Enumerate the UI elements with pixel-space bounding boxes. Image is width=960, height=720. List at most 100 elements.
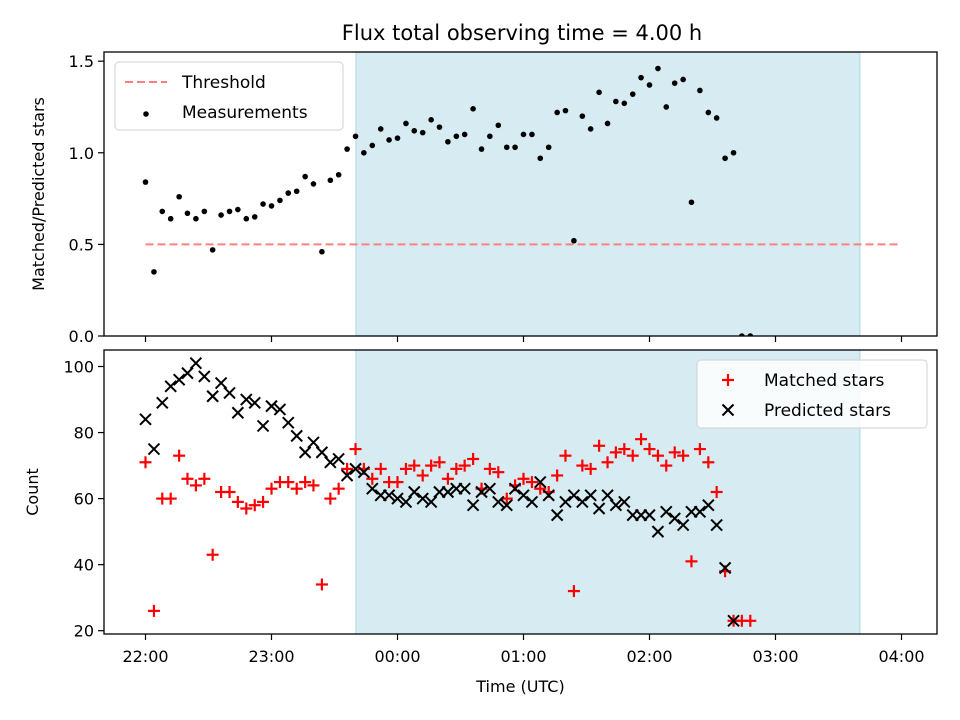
x-axis-label: Time (UTC) <box>475 677 564 696</box>
legend-box <box>696 359 928 429</box>
predicted-point-b <box>643 508 656 522</box>
measurement-point-69 <box>722 155 728 162</box>
predicted-point-69 <box>718 561 732 575</box>
matched-point-1 <box>147 604 160 617</box>
matched-point-42 <box>492 466 505 479</box>
predicted-point-33 <box>416 492 429 505</box>
measurement-point-12 <box>243 215 250 222</box>
axes-frame <box>103 349 938 635</box>
measurement-point-6 <box>193 215 199 222</box>
measurement-point-9 <box>218 212 224 218</box>
predicted-point-b <box>408 485 421 499</box>
predicted-point-b <box>340 469 354 482</box>
predicted-point-43 <box>500 499 513 512</box>
matched-point-61 <box>651 449 664 462</box>
matched-point-49 <box>551 469 564 482</box>
predicted-point-b <box>492 495 505 509</box>
predicted-point-8 <box>206 390 219 403</box>
predicted-point-b <box>256 419 270 433</box>
matched-point-31 <box>399 462 412 475</box>
legend-measurement-swatch <box>143 111 149 117</box>
predicted-point-9 <box>214 376 228 390</box>
measurement-point-16 <box>277 197 283 204</box>
predicted-point-b <box>357 465 371 479</box>
measurement-point-33 <box>419 129 426 136</box>
matched-point-20 <box>307 479 320 492</box>
matched-point-51 <box>567 585 580 598</box>
predicted-point-b <box>324 456 337 469</box>
predicted-point-b <box>584 489 597 502</box>
predicted-point-3 <box>164 380 177 393</box>
matched-point-4 <box>173 449 186 462</box>
predicted-point-27 <box>366 482 379 495</box>
predicted-point-b <box>231 406 245 419</box>
chart-title: Flux total observing time = 4.00 h <box>342 21 702 45</box>
predicted-point-b <box>273 403 287 416</box>
matched-point-60 <box>643 443 656 456</box>
matched-point-17 <box>282 476 295 489</box>
predicted-point-b <box>332 452 345 466</box>
matched-point-33 <box>416 469 429 482</box>
predicted-point-b <box>475 485 488 499</box>
measurement-point-47 <box>537 155 544 162</box>
measurement-point-5 <box>184 210 191 217</box>
predicted-point-b <box>307 436 320 449</box>
measurement-point-52 <box>579 113 586 119</box>
matched-point-18 <box>290 482 303 495</box>
matched-point-23 <box>332 482 345 495</box>
predicted-point-4 <box>172 373 186 386</box>
predicted-point-b <box>223 386 236 400</box>
predicted-point-68 <box>710 518 723 532</box>
matched-point-41 <box>483 462 496 475</box>
measurement-point-17 <box>285 190 292 196</box>
matched-point-11 <box>231 495 244 508</box>
measurement-point-61 <box>655 65 661 72</box>
y-axis-label: Count <box>23 468 42 516</box>
measurement-point-66 <box>697 87 703 94</box>
predicted-point-49 <box>550 508 564 522</box>
matched-point-62 <box>660 459 673 472</box>
y-tick-label-4: 100 <box>63 358 94 377</box>
measurement-point-21 <box>319 248 325 255</box>
y-tick-label-2: 1.0 <box>69 144 94 163</box>
predicted-point-70 <box>727 614 740 627</box>
measurement-point-3 <box>167 215 174 222</box>
predicted-point-24 <box>340 469 354 482</box>
measurement-point-23 <box>335 171 342 178</box>
plot-area <box>139 357 757 627</box>
observing-window-span <box>355 51 861 337</box>
predicted-point-b <box>391 492 404 505</box>
matched-point-3 <box>164 492 177 505</box>
measurement-point-34 <box>428 116 434 123</box>
predicted-point-26 <box>357 465 371 479</box>
measurement-point-54 <box>596 89 602 96</box>
y-tick-label-1: 40 <box>74 556 94 575</box>
count-panel: 20 40 60 80 100 22:00 23:00 00:00 01:00 02:00 03:0… <box>23 349 938 696</box>
predicted-point-b <box>550 508 564 522</box>
predicted-point-b <box>172 373 186 386</box>
predicted-point-36 <box>441 485 455 499</box>
y-tick-label-3: 1.5 <box>69 52 94 71</box>
measurement-point-67 <box>705 109 712 116</box>
predicted-point-b <box>189 357 203 370</box>
x-tick-label-4: 02:00 <box>626 647 672 666</box>
measurement-point-39 <box>470 106 476 112</box>
measurement-point-63 <box>671 80 678 86</box>
legend: Matched stars Predicted stars <box>696 359 928 429</box>
legend-label-1: Predicted stars <box>764 401 891 421</box>
predicted-point-b <box>366 482 379 495</box>
predicted-point-63 <box>668 512 681 525</box>
predicted-point-15 <box>265 399 278 413</box>
predicted-point-b <box>240 393 253 406</box>
measurement-point-41 <box>487 133 493 140</box>
measurement-point-42 <box>495 122 502 129</box>
predicted-point-b <box>542 489 555 502</box>
measurement-point-68 <box>713 115 720 121</box>
matched-point-6 <box>189 479 202 492</box>
measurement-point-30 <box>394 135 401 141</box>
x-tick-label-3: 01:00 <box>500 647 546 666</box>
predicted-point-1 <box>147 442 161 456</box>
predicted-point-45 <box>517 489 530 502</box>
measurement-point-51 <box>571 237 577 244</box>
measurement-point-13 <box>251 214 258 220</box>
